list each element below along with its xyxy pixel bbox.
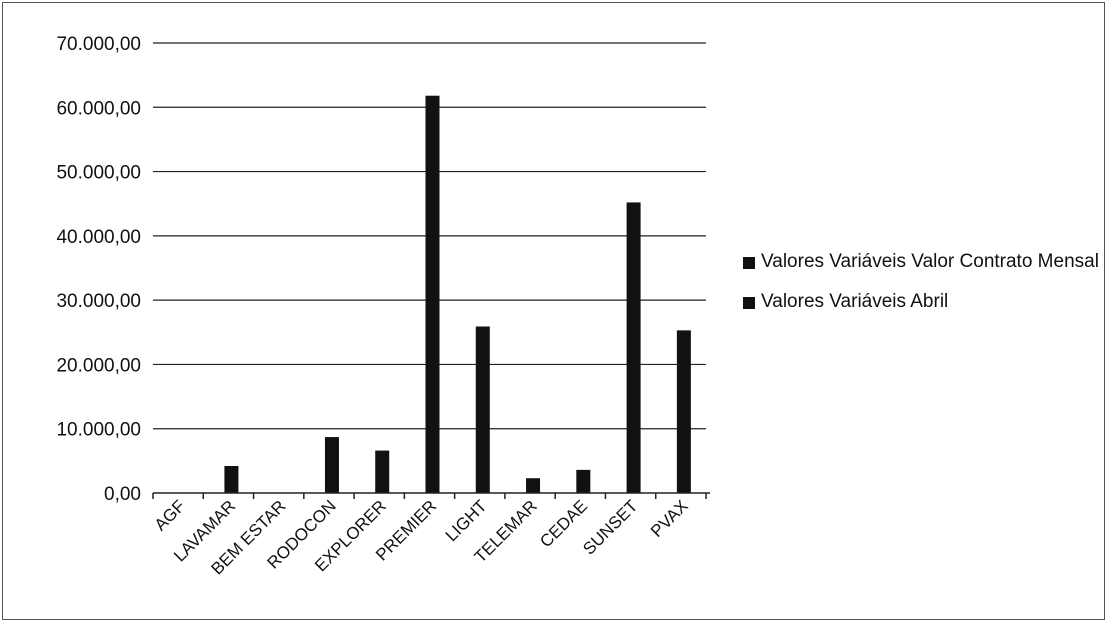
bar-telemar xyxy=(526,478,541,493)
legend-label-contrato-mensal: Valores Variáveis Valor Contrato Mensal xyxy=(761,251,1099,272)
x-tick-label: SUNSET xyxy=(579,496,641,558)
y-tick-label: 0,00 xyxy=(104,484,141,505)
bar-cedae xyxy=(576,469,591,493)
y-tick-label: 30.000,00 xyxy=(56,291,141,312)
bar-explorer xyxy=(375,450,390,493)
x-tick-label: LIGHT xyxy=(442,496,491,545)
y-tick-label: 20.000,00 xyxy=(56,355,141,376)
y-tick-label: 50.000,00 xyxy=(56,163,141,184)
bar-premier xyxy=(425,95,440,493)
legend-swatch-abril xyxy=(743,297,755,309)
y-tick-label: 10.000,00 xyxy=(56,420,141,441)
legend-swatch-contrato-mensal xyxy=(743,257,755,269)
legend-label-abril: Valores Variáveis Abril xyxy=(761,291,949,312)
legend-item-contrato-mensal: Valores Variáveis Valor Contrato Mensal xyxy=(743,249,1103,275)
bar-lavamar xyxy=(224,466,239,493)
y-tick-label: 40.000,00 xyxy=(56,227,141,248)
y-axis-tick-labels: 0,00 10.000,00 20.000,00 30.000,00 40.000,00… xyxy=(56,34,141,505)
bar-light xyxy=(475,326,490,493)
bar-chart: 0,00 10.000,00 20.000,00 30.000,00 40.000,00… xyxy=(56,34,710,578)
legend: Valores Variáveis Valor Contrato Mensal … xyxy=(743,249,1103,329)
y-tick-label: 70.000,00 xyxy=(56,34,141,55)
x-tick-label: PVAX xyxy=(647,496,692,541)
bars xyxy=(224,95,691,493)
y-tick-label: 60.000,00 xyxy=(56,98,141,119)
bar-pvax xyxy=(676,330,691,493)
bar-rodocon xyxy=(324,437,339,493)
x-axis xyxy=(152,492,710,499)
legend-item-abril: Valores Variáveis Abril xyxy=(743,289,1103,315)
x-tick-label: AGF xyxy=(151,496,189,534)
bar-sunset xyxy=(626,202,641,493)
